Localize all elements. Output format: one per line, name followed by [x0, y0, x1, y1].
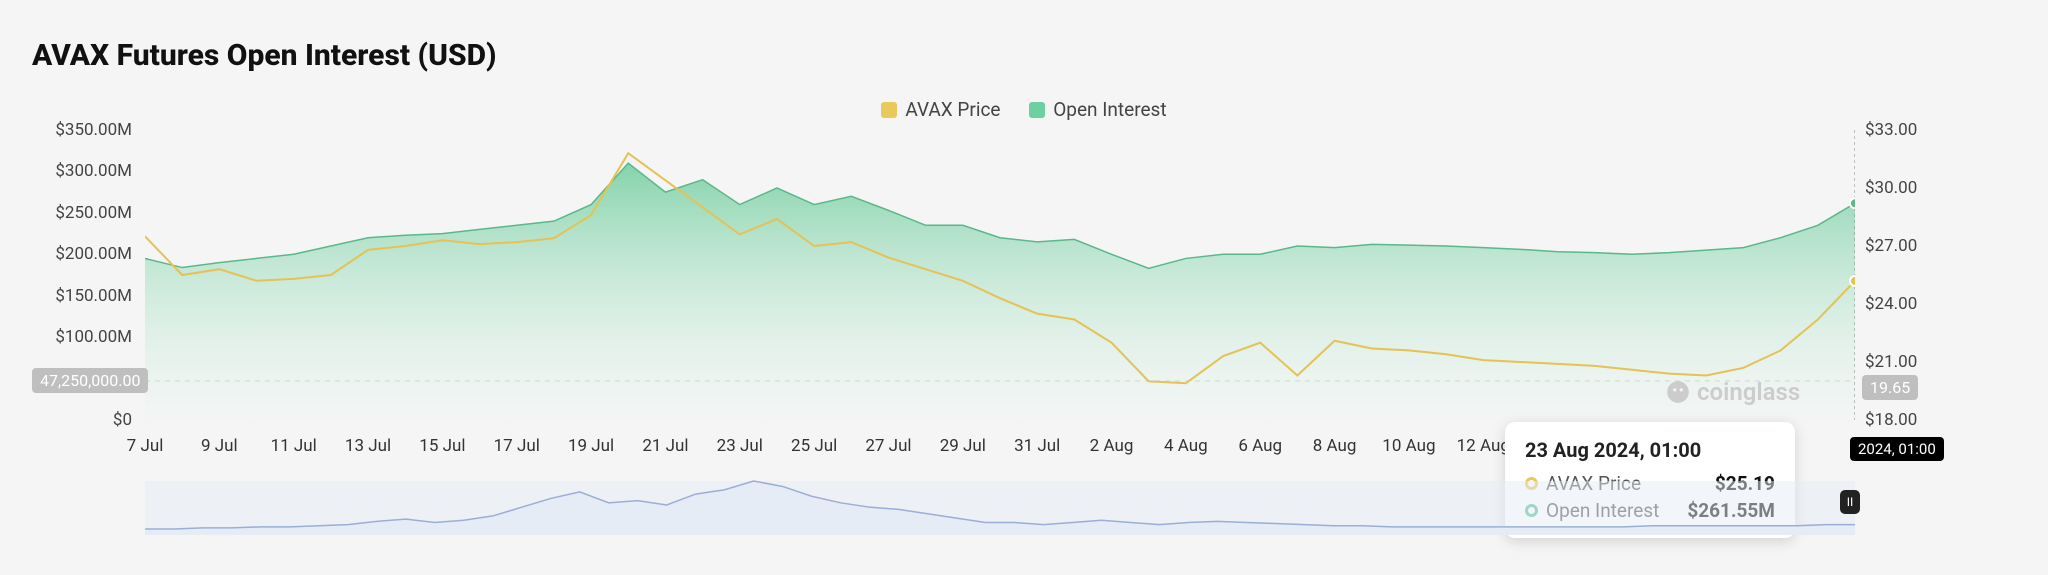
y-right-tick: $21.00: [1865, 352, 1917, 372]
watermark-text: coinglass: [1697, 378, 1800, 406]
y-left-tick: $150.00M: [55, 286, 132, 306]
y-left-tick: $300.00M: [55, 161, 132, 181]
x-tick: 29 Jul: [940, 436, 986, 456]
legend-swatch-price: [881, 102, 897, 118]
x-tick: 4 Aug: [1164, 436, 1208, 456]
x-tick: 2 Aug: [1090, 436, 1134, 456]
y-left-tick: $100.00M: [55, 327, 132, 347]
x-tick: 11 Jul: [271, 436, 317, 456]
x-tick: 23 Jul: [717, 436, 763, 456]
y-right-tick: $33.00: [1865, 120, 1917, 140]
x-tick: 31 Jul: [1014, 436, 1060, 456]
y-left-tick: $200.00M: [55, 244, 132, 264]
y-left-tick: $0: [113, 410, 132, 430]
chart-container: AVAX Futures Open Interest (USD) AVAX Pr…: [0, 0, 2048, 575]
y-right-tick: $30.00: [1865, 178, 1917, 198]
tooltip-title: 23 Aug 2024, 01:00: [1525, 438, 1775, 462]
legend-label-oi: Open Interest: [1053, 98, 1166, 121]
chart-svg: [145, 130, 1855, 420]
brush-svg: [145, 475, 1855, 535]
y-right-tick: $18.00: [1865, 410, 1917, 430]
chart-title: AVAX Futures Open Interest (USD): [32, 38, 497, 73]
x-tick: 27 Jul: [865, 436, 911, 456]
legend-item-oi[interactable]: Open Interest: [1029, 98, 1166, 121]
legend-swatch-oi: [1029, 102, 1045, 118]
crosshair-date-tag: 2024, 01:00: [1850, 437, 1944, 461]
watermark: coinglass: [1665, 378, 1800, 406]
x-tick: 15 Jul: [419, 436, 465, 456]
watermark-icon: [1665, 379, 1691, 405]
x-tick: 9 Jul: [201, 436, 238, 456]
x-tick: 21 Jul: [642, 436, 688, 456]
x-tick: 25 Jul: [791, 436, 837, 456]
y-right-tick: $27.00: [1865, 236, 1917, 256]
x-tick: 19 Jul: [568, 436, 614, 456]
x-tick: 10 Aug: [1382, 436, 1435, 456]
legend: AVAX Price Open Interest: [0, 98, 2048, 123]
brush-pause-button[interactable]: II: [1840, 490, 1860, 514]
baseline-tag-left: 47,250,000.00: [32, 368, 148, 393]
y-left-tick: $250.00M: [55, 203, 132, 223]
legend-item-price[interactable]: AVAX Price: [881, 98, 1000, 121]
x-tick: 13 Jul: [345, 436, 391, 456]
x-tick: 7 Jul: [127, 436, 164, 456]
chart-plot-area[interactable]: [145, 130, 1855, 420]
y-right-tick: $24.00: [1865, 294, 1917, 314]
legend-label-price: AVAX Price: [905, 98, 1000, 121]
brush-area[interactable]: [145, 475, 1855, 535]
x-tick: 17 Jul: [494, 436, 540, 456]
x-tick: 8 Aug: [1313, 436, 1357, 456]
x-tick: 12 Aug: [1457, 436, 1510, 456]
baseline-tag-right: 19.65: [1862, 375, 1918, 400]
x-tick: 6 Aug: [1238, 436, 1282, 456]
y-left-tick: $350.00M: [55, 120, 132, 140]
